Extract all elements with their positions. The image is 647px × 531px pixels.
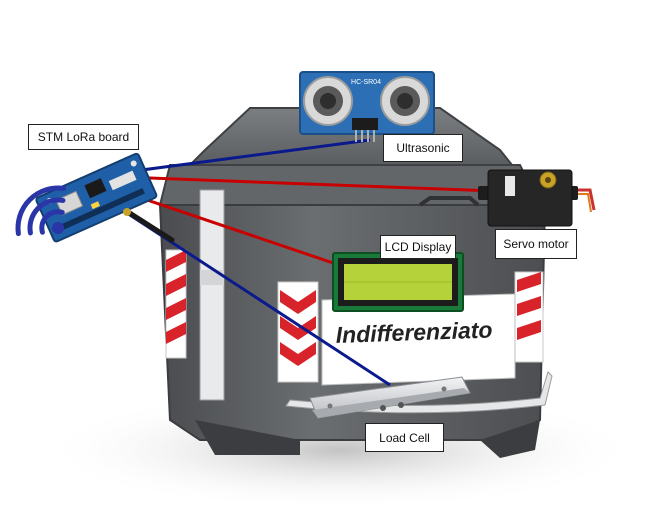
reflector-center [277, 281, 319, 383]
label-servo-motor: Servo motor [495, 229, 577, 259]
bin-foot-left [195, 420, 300, 455]
sensor-model-text: HC-SR04 [351, 79, 381, 86]
lcd-display [332, 252, 464, 312]
wifi-signal-icon [15, 185, 67, 237]
lid-handle [418, 196, 480, 207]
lora-antenna [125, 209, 175, 243]
reflector-right [514, 271, 544, 363]
bin-foot-right [480, 420, 540, 458]
sensor-pin-header [352, 118, 378, 130]
servo-body [487, 169, 573, 227]
antenna-connector [123, 208, 131, 216]
servo-sticker [505, 176, 515, 196]
wire-board-servo [95, 174, 496, 193]
label-ultrasonic: Ultrasonic [383, 134, 463, 162]
ultrasonic-sensor: HC-SR04 [299, 71, 435, 142]
label-load-cell: Load Cell [365, 423, 444, 452]
load-cell-side [312, 388, 470, 418]
bin-label-text: Indifferenziato [335, 316, 493, 347]
bin-pillar-joint [200, 270, 224, 285]
label-stm-lora-board: STM LoRa board [28, 124, 139, 150]
load-cell [309, 376, 471, 419]
servo-motor [478, 169, 596, 227]
reflector-left [165, 249, 187, 359]
label-lcd-display: LCD Display [380, 235, 456, 259]
